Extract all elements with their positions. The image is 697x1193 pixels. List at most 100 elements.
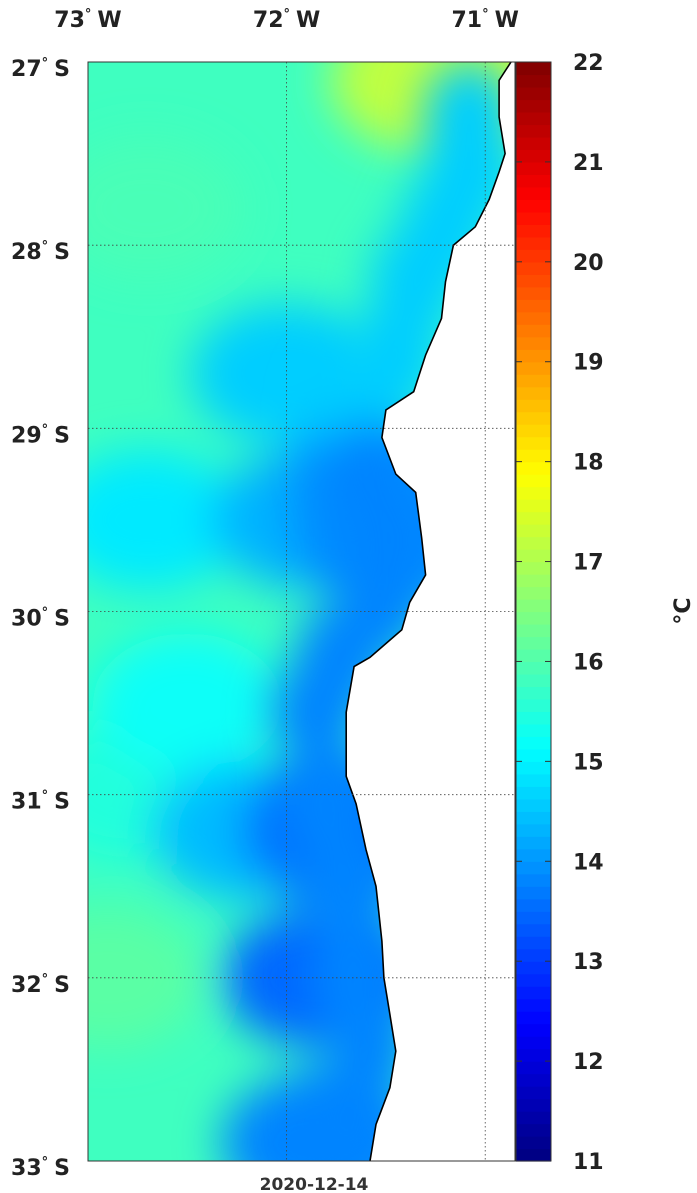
sst-patch bbox=[88, 138, 243, 279]
land-area bbox=[346, 62, 515, 1161]
latitude-label: 29° S bbox=[11, 422, 70, 448]
colorbar-band bbox=[516, 673, 551, 688]
sst-patch bbox=[92, 633, 283, 774]
colorbar-band bbox=[516, 698, 551, 713]
colorbar-band bbox=[516, 336, 551, 350]
latitude-label: 32° S bbox=[11, 972, 70, 998]
colorbar-band bbox=[516, 236, 551, 250]
colorbar-band bbox=[516, 811, 551, 825]
colorbar-band bbox=[516, 961, 551, 975]
colorbar-band bbox=[516, 224, 551, 238]
latitude-tick-labels: 27° S 28° S 29° S 30° S 31° S 32° S 33° S bbox=[11, 56, 70, 1181]
longitude-label: 73° W bbox=[54, 7, 121, 33]
colorbar-band bbox=[516, 873, 551, 887]
colorbar-band bbox=[516, 823, 551, 837]
colorbar-band bbox=[516, 74, 551, 88]
colorbar-band bbox=[516, 386, 551, 400]
colorbar-band bbox=[516, 349, 551, 363]
colorbar-bands bbox=[516, 62, 551, 1162]
colorbar-band bbox=[516, 461, 551, 475]
colorbar-band bbox=[516, 524, 551, 538]
colorbar-band bbox=[516, 486, 551, 500]
colorbar-band bbox=[516, 998, 551, 1012]
map-frame bbox=[87, 61, 516, 1162]
colorbar-band bbox=[516, 786, 551, 800]
colorbar-band bbox=[516, 274, 551, 288]
colorbar-tick-label: 14 bbox=[573, 850, 604, 875]
colorbar-band bbox=[516, 886, 551, 900]
colorbar-band bbox=[516, 1061, 551, 1075]
colorbar-tick-label: 13 bbox=[573, 950, 604, 975]
colorbar-tick-label: 20 bbox=[573, 251, 604, 276]
colorbar-band bbox=[516, 1111, 551, 1125]
colorbar-tick-label: 16 bbox=[573, 650, 604, 675]
longitude-label: 71° W bbox=[452, 7, 519, 33]
colorbar-band bbox=[516, 124, 551, 138]
longitude-label: 72° W bbox=[253, 7, 320, 33]
colorbar-band bbox=[516, 1036, 551, 1050]
colorbar-tick-label: 21 bbox=[573, 151, 604, 176]
colorbar-tick-label: 18 bbox=[573, 451, 604, 476]
colorbar-tick-label: 11 bbox=[573, 1150, 604, 1175]
colorbar-band bbox=[516, 986, 551, 1000]
sst-coastal-patch bbox=[271, 657, 362, 768]
colorbar-band bbox=[516, 1048, 551, 1062]
colorbar-band bbox=[516, 424, 551, 438]
colorbar-band bbox=[516, 311, 551, 325]
latitude-label: 30° S bbox=[11, 606, 70, 632]
colorbar-band bbox=[516, 948, 551, 962]
colorbar-band bbox=[516, 499, 551, 513]
colorbar-band bbox=[516, 86, 551, 101]
colorbar-band bbox=[516, 549, 551, 563]
colorbar-tick-label: 12 bbox=[573, 1050, 604, 1075]
colorbar-band bbox=[516, 611, 551, 625]
colorbar-band bbox=[516, 324, 551, 338]
colorbar-band bbox=[516, 599, 551, 613]
colorbar-band bbox=[516, 1023, 551, 1037]
colorbar-band bbox=[516, 586, 551, 600]
colorbar-band bbox=[516, 1148, 551, 1162]
colorbar-band bbox=[516, 1123, 551, 1137]
colorbar-band bbox=[516, 199, 551, 213]
date-label: 2020-12-14 bbox=[260, 1175, 369, 1193]
colorbar-band bbox=[516, 898, 551, 912]
colorbar-band bbox=[516, 99, 551, 113]
colorbar-band bbox=[516, 261, 551, 275]
colorbar-band bbox=[516, 111, 551, 126]
colorbar-band bbox=[516, 474, 551, 488]
colorbar-band bbox=[516, 149, 551, 163]
colorbar-tick-label: 15 bbox=[573, 750, 604, 775]
colorbar-band bbox=[516, 211, 551, 225]
colorbar-band bbox=[516, 923, 551, 937]
sst-patch bbox=[88, 449, 243, 590]
colorbar-band bbox=[516, 761, 551, 775]
colorbar-band bbox=[516, 848, 551, 862]
colorbar-band bbox=[516, 374, 551, 388]
colorbar-band bbox=[516, 1073, 551, 1087]
colorbar-band bbox=[516, 798, 551, 812]
colorbar-band bbox=[516, 861, 551, 875]
colorbar: 22 21 20 19 18 17 16 15 14 13 12 11 °C bbox=[515, 51, 696, 1175]
sst-coastal-patch bbox=[300, 1069, 391, 1161]
colorbar-band bbox=[516, 723, 551, 737]
colorbar-band bbox=[516, 661, 551, 675]
colorbar-band bbox=[516, 174, 551, 188]
colorbar-tick-label: 17 bbox=[573, 551, 604, 576]
latitude-label: 31° S bbox=[11, 789, 70, 815]
colorbar-band bbox=[516, 911, 551, 925]
latitude-label: 28° S bbox=[11, 239, 70, 265]
colorbar-band bbox=[516, 736, 551, 750]
colorbar-band bbox=[516, 399, 551, 413]
latitude-label: 27° S bbox=[11, 56, 70, 82]
colorbar-band bbox=[516, 1086, 551, 1100]
colorbar-band bbox=[516, 62, 551, 76]
colorbar-band bbox=[516, 711, 551, 725]
colorbar-unit-label: °C bbox=[671, 597, 696, 624]
colorbar-band bbox=[516, 249, 551, 263]
coastline bbox=[345, 62, 512, 1161]
colorbar-tick-label: 22 bbox=[573, 51, 604, 76]
colorbar-band bbox=[516, 1098, 551, 1112]
colorbar-band bbox=[516, 1011, 551, 1025]
colorbar-band bbox=[516, 648, 551, 663]
colorbar-band bbox=[516, 186, 551, 200]
